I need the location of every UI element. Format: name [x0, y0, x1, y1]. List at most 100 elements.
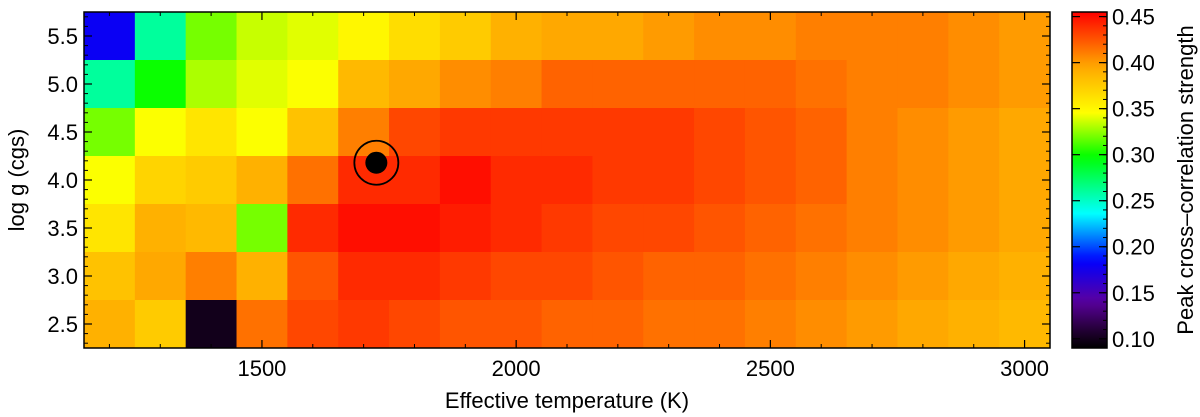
- heatmap-cell: [287, 300, 339, 349]
- x-axis-label: Effective temperature (K): [445, 388, 689, 413]
- heatmap-cell: [236, 12, 288, 61]
- heatmap-cell: [897, 252, 949, 301]
- x-axis-ticks: 1500 2000 2500 3000: [108, 12, 1049, 381]
- heatmap-cell: [134, 300, 187, 349]
- heatmap-cell: [490, 204, 543, 253]
- heatmap-cell: [541, 204, 593, 253]
- heatmap-cell: [389, 252, 441, 301]
- heatmap-cell: [490, 156, 543, 205]
- heatmap-cell: [846, 252, 898, 301]
- heatmap-cell: [134, 204, 187, 253]
- colorbar-tick-label: 0.35: [1112, 97, 1155, 122]
- heatmap-cell: [744, 12, 797, 61]
- heatmap-cell: [948, 156, 1000, 205]
- colorbar-ticks: 0.10 0.15 0.20 0.25 0.30 0.35 0.40 0.45: [1072, 5, 1155, 352]
- heatmap-cell: [134, 156, 187, 205]
- y-tick-label: 3.5: [47, 216, 78, 241]
- heatmap-cell: [541, 300, 593, 349]
- heatmap-cell: [541, 12, 593, 61]
- heatmap-cell: [287, 12, 339, 61]
- heatmap-cell: [287, 156, 339, 205]
- heatmap-cell: [897, 108, 949, 157]
- heatmap-cell: [84, 204, 136, 253]
- heatmap-cell: [999, 204, 1051, 253]
- heatmap-cell: [338, 300, 390, 349]
- heatmap-cell: [490, 252, 543, 301]
- heatmap-cell: [287, 252, 339, 301]
- heatmap-cell: [439, 300, 492, 349]
- heatmap-cell: [439, 108, 492, 157]
- heatmap-cell: [643, 252, 695, 301]
- best-fit-point: [365, 151, 388, 174]
- heatmap-cell: [592, 108, 644, 157]
- heatmap-cell: [490, 12, 543, 61]
- heatmap-cell: [236, 108, 288, 157]
- colorbar-tick-label: 0.40: [1112, 51, 1155, 76]
- heatmap-cell: [643, 108, 695, 157]
- heatmap-cell: [84, 60, 136, 109]
- heatmap-cell: [84, 300, 136, 349]
- colorbar-tick-label: 0.30: [1112, 143, 1155, 168]
- heatmap-cell: [795, 300, 848, 349]
- heatmap-cell: [134, 60, 187, 109]
- heatmap-cell: [592, 300, 644, 349]
- heatmap-cell: [897, 204, 949, 253]
- heatmap-cell: [287, 204, 339, 253]
- colorbar: [1071, 11, 1108, 349]
- colorbar-tick-label: 0.10: [1112, 327, 1155, 352]
- heatmap-cell: [338, 252, 390, 301]
- heatmap-cell: [185, 156, 238, 205]
- heatmap-cell: [185, 12, 238, 61]
- y-axis-label: log g (cgs): [4, 129, 29, 232]
- heatmap-cell: [592, 60, 644, 109]
- heatmap-cell: [999, 156, 1051, 205]
- y-tick-label: 5.5: [47, 24, 78, 49]
- colorbar-tick-label: 0.15: [1112, 281, 1155, 306]
- heatmap-cell: [948, 108, 1000, 157]
- heatmap-cell: [694, 156, 746, 205]
- heatmap-cell: [948, 252, 1000, 301]
- heatmap-cell: [84, 252, 136, 301]
- heatmap-cell: [592, 12, 644, 61]
- y-axis-ticks: 2.5 3.0 3.5 4.0 4.5 5.0 5.5: [47, 16, 1050, 344]
- heatmap-cell: [389, 60, 441, 109]
- heatmap-cell: [541, 108, 593, 157]
- heatmap-cell: [846, 108, 898, 157]
- heatmap-cell: [592, 252, 644, 301]
- heatmap-cell: [185, 300, 238, 349]
- heatmap-cell: [134, 252, 187, 301]
- heatmap-cell: [694, 300, 746, 349]
- heatmap-cell: [694, 204, 746, 253]
- heatmap-cell: [541, 60, 593, 109]
- heatmap-cell: [389, 12, 441, 61]
- heatmap-cell: [897, 300, 949, 349]
- heatmap-cell: [795, 108, 848, 157]
- colorbar-tick-label: 0.45: [1112, 5, 1155, 30]
- heatmap-cell: [643, 300, 695, 349]
- y-tick-label: 3.0: [47, 264, 78, 289]
- heatmap-cell: [541, 156, 593, 205]
- heatmap-cell: [795, 12, 848, 61]
- heatmap-cell: [744, 156, 797, 205]
- heatmap-cell: [643, 12, 695, 61]
- heatmap-cell: [338, 60, 390, 109]
- heatmap-cell: [439, 252, 492, 301]
- heatmap-cell: [185, 60, 238, 109]
- x-tick-label: 2000: [492, 356, 541, 381]
- x-tick-label: 1500: [237, 356, 286, 381]
- heatmap-cell: [846, 12, 898, 61]
- heatmap-cell: [795, 60, 848, 109]
- heatmap-cell: [490, 60, 543, 109]
- heatmap-cell: [338, 12, 390, 61]
- heatmap-cell: [795, 252, 848, 301]
- y-tick-label: 4.0: [47, 168, 78, 193]
- heatmap-cell: [795, 156, 848, 205]
- heatmap-cell: [236, 252, 288, 301]
- heatmap-cell: [744, 108, 797, 157]
- heatmap-cell: [897, 60, 949, 109]
- heatmap-cell: [694, 60, 746, 109]
- heatmap-cell: [948, 300, 1000, 349]
- colorbar-tick-label: 0.20: [1112, 235, 1155, 260]
- heatmap-cell: [846, 204, 898, 253]
- heatmap-cell: [999, 108, 1051, 157]
